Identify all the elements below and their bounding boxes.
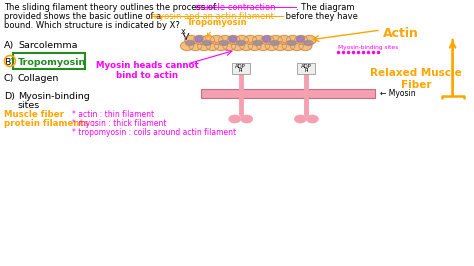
Ellipse shape <box>282 41 295 51</box>
Bar <box>298 63 315 74</box>
Ellipse shape <box>229 115 241 123</box>
Ellipse shape <box>206 41 219 51</box>
Ellipse shape <box>253 40 262 45</box>
Ellipse shape <box>198 41 210 51</box>
Bar <box>232 63 250 74</box>
Ellipse shape <box>189 41 202 51</box>
Bar <box>201 89 375 98</box>
Ellipse shape <box>261 35 274 44</box>
Text: bound. Which structure is indicated by X?: bound. Which structure is indicated by X… <box>4 21 180 30</box>
Text: ADP: ADP <box>236 64 246 69</box>
Ellipse shape <box>241 115 253 123</box>
Ellipse shape <box>304 40 313 45</box>
Ellipse shape <box>253 35 265 44</box>
Ellipse shape <box>244 35 257 44</box>
Ellipse shape <box>256 41 270 51</box>
Ellipse shape <box>231 41 244 51</box>
Text: B): B) <box>4 58 14 67</box>
Text: Actin: Actin <box>383 27 419 40</box>
Text: Tropomyosin: Tropomyosin <box>187 18 247 37</box>
Text: X: X <box>181 29 185 35</box>
Text: Sarcolemma: Sarcolemma <box>18 41 77 50</box>
Text: Collagen: Collagen <box>18 74 59 83</box>
Text: Myosin-binding: Myosin-binding <box>18 92 90 101</box>
Ellipse shape <box>286 35 299 44</box>
Ellipse shape <box>214 41 228 51</box>
Text: Muscle fiber: Muscle fiber <box>4 110 64 119</box>
Text: protein filaments :: protein filaments : <box>4 119 95 128</box>
Text: C): C) <box>4 74 14 83</box>
Ellipse shape <box>295 35 308 44</box>
Ellipse shape <box>236 40 245 45</box>
Ellipse shape <box>291 41 303 51</box>
Ellipse shape <box>202 35 215 44</box>
Ellipse shape <box>273 41 286 51</box>
Ellipse shape <box>263 36 271 42</box>
Ellipse shape <box>287 40 296 45</box>
Text: sites: sites <box>18 101 40 110</box>
Ellipse shape <box>227 35 240 44</box>
Ellipse shape <box>240 41 253 51</box>
Text: provided shows the basic outline of a: provided shows the basic outline of a <box>4 12 164 21</box>
Text: * tropomyosin : coils around actin filament: * tropomyosin : coils around actin filam… <box>72 128 236 137</box>
Ellipse shape <box>229 36 237 42</box>
Text: ADP: ADP <box>301 64 312 69</box>
Ellipse shape <box>299 41 312 51</box>
Text: . The diagram: . The diagram <box>296 3 355 12</box>
Ellipse shape <box>306 115 319 123</box>
Text: The sliding filament theory outlines the process of: The sliding filament theory outlines the… <box>4 3 219 12</box>
Ellipse shape <box>219 40 228 45</box>
Ellipse shape <box>193 35 206 44</box>
Ellipse shape <box>219 35 231 44</box>
Ellipse shape <box>294 115 306 123</box>
Ellipse shape <box>265 41 278 51</box>
Ellipse shape <box>195 36 203 42</box>
Text: muscle contraction: muscle contraction <box>195 3 275 12</box>
Ellipse shape <box>236 35 248 44</box>
Text: Relaxed Muscle
Fiber: Relaxed Muscle Fiber <box>370 68 462 90</box>
Text: A): A) <box>4 41 14 50</box>
Text: * actin : thin filament: * actin : thin filament <box>72 110 154 119</box>
Text: * myosin : thick filament: * myosin : thick filament <box>72 119 166 128</box>
Text: Myosin-binding sites: Myosin-binding sites <box>338 45 399 50</box>
Text: Myosin heads cannot
bind to actin: Myosin heads cannot bind to actin <box>96 61 199 80</box>
Ellipse shape <box>278 35 291 44</box>
FancyBboxPatch shape <box>13 53 84 69</box>
Ellipse shape <box>223 41 236 51</box>
Text: myosin and an actin filament: myosin and an actin filament <box>151 12 274 21</box>
Ellipse shape <box>270 40 279 45</box>
Ellipse shape <box>181 41 193 51</box>
Ellipse shape <box>296 36 304 42</box>
Text: Pi: Pi <box>238 69 243 73</box>
Ellipse shape <box>210 35 223 44</box>
Ellipse shape <box>185 35 198 44</box>
Ellipse shape <box>185 40 194 45</box>
Text: D): D) <box>4 92 15 101</box>
Ellipse shape <box>202 40 211 45</box>
Ellipse shape <box>248 41 261 51</box>
Text: Tropomyosin: Tropomyosin <box>18 58 86 67</box>
Text: Pi: Pi <box>304 69 309 73</box>
Ellipse shape <box>269 35 283 44</box>
Text: before they have: before they have <box>283 12 357 21</box>
Text: ← Myosin: ← Myosin <box>380 89 416 98</box>
Ellipse shape <box>303 35 316 44</box>
